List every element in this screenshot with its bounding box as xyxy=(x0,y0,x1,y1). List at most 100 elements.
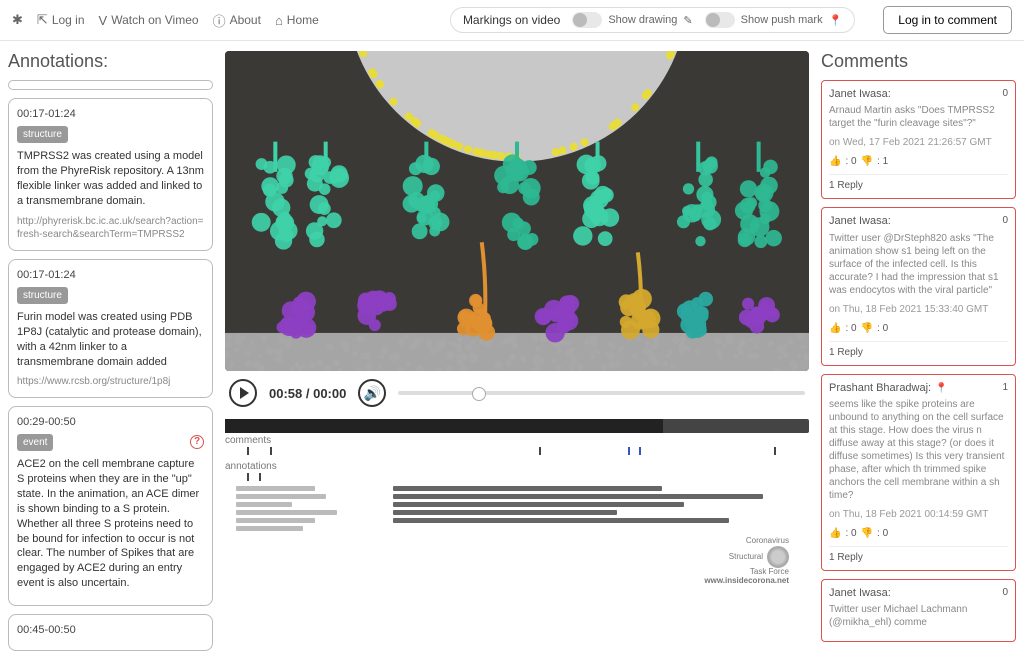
comment-count: 0 xyxy=(1002,586,1008,599)
menu-icon[interactable]: ✱ xyxy=(12,12,23,28)
annotation-link[interactable]: https://www.rcsb.org/structure/1p8j xyxy=(17,375,204,389)
comment-card[interactable]: Prashant Bharadwaj:📍1seems like the spik… xyxy=(821,374,1016,571)
comment-card[interactable]: Janet Iwasa:0Twitter user @DrSteph820 as… xyxy=(821,207,1016,365)
markings-label: Markings on video xyxy=(463,13,560,27)
video-controls: 00:58 / 00:00 🔊 xyxy=(225,371,809,415)
comment-card[interactable]: Janet Iwasa:0 Twitter user Michael Lachma… xyxy=(821,579,1016,642)
help-icon[interactable]: ? xyxy=(190,435,204,449)
vimeo-icon: V xyxy=(99,13,108,28)
vimeo-label: Watch on Vimeo xyxy=(111,13,198,27)
volume-button[interactable]: 🔊 xyxy=(358,379,386,407)
timeline-tick[interactable] xyxy=(539,447,541,455)
annotation-segments xyxy=(225,486,785,531)
comments-panel: Comments Janet Iwasa:0Arnaud Martin asks… xyxy=(821,51,1016,659)
comment-card[interactable]: Janet Iwasa:0 Arnaud Martin asks "Does TM… xyxy=(821,80,1016,199)
reply-link[interactable]: 1 Reply xyxy=(829,174,1008,192)
home-label: Home xyxy=(287,13,319,27)
login-link[interactable]: ⇱ Log in xyxy=(37,12,85,28)
annotation-text: ACE2 on the cell membrane capture S prot… xyxy=(17,457,204,591)
video-scene xyxy=(225,51,809,371)
video-player[interactable]: Hover over video to interact xyxy=(225,51,809,371)
comments-title: Comments xyxy=(821,51,1016,72)
pushmark-toggle-label: Show push mark xyxy=(741,14,823,26)
annotation-text: TMPRSS2 was created using a model from t… xyxy=(17,149,204,208)
annotation-text: Furin model was created using PDB 1P8J (… xyxy=(17,310,204,369)
annotation-card[interactable]: 00:29-00:50event?ACE2 on the cell membra… xyxy=(8,406,213,606)
video-panel: Hover over video to interact 00:58 / 00:… xyxy=(225,51,809,659)
timeline-tick[interactable] xyxy=(247,473,249,481)
thumbs-up-icon[interactable]: 👍 xyxy=(829,155,841,168)
annotations-panel: Annotations: 00:17-01:24structureTMPRSS2… xyxy=(8,51,213,659)
timeline-tick[interactable] xyxy=(247,447,249,455)
thumbs-up-icon[interactable]: 👍 xyxy=(829,527,841,540)
annotation-time: 00:45-00:50 xyxy=(17,623,204,638)
timeline-tick[interactable] xyxy=(259,473,261,481)
markings-panel: Markings on video Show drawing ✎ Show pu… xyxy=(450,7,855,33)
main: Annotations: 00:17-01:24structureTMPRSS2… xyxy=(0,41,1024,669)
timeline-labels: comments annotations xyxy=(225,435,809,531)
comment-count: 0 xyxy=(1002,87,1008,100)
comment-ticks xyxy=(225,447,785,457)
vote-row: 👍: 0 👎: 1 xyxy=(829,155,1008,168)
home-link[interactable]: ⌂ Home xyxy=(275,13,319,28)
thumbs-down-icon[interactable]: 👎 xyxy=(861,322,873,335)
topbar-left: ✱ ⇱ Log in VWatch on Vimeo ⓘ About ⌂ Home xyxy=(12,11,319,30)
annotations-track-label: annotations xyxy=(225,461,785,472)
drawing-toggle-label: Show drawing xyxy=(608,14,677,26)
comment-date: on Thu, 18 Feb 2021 00:14:59 GMT xyxy=(829,508,1008,521)
comment-author: Janet Iwasa: xyxy=(829,586,1008,600)
timeline-progress xyxy=(225,419,663,433)
login-icon: ⇱ xyxy=(37,12,48,28)
thumbs-down-icon[interactable]: 👎 xyxy=(861,155,873,168)
comment-body: seems like the spike proteins are unboun… xyxy=(829,398,1008,502)
comment-body: Twitter user @DrSteph820 asks "The anima… xyxy=(829,232,1008,297)
home-icon: ⌂ xyxy=(275,13,283,28)
annotation-card[interactable]: 00:45-00:50 xyxy=(8,614,213,651)
thumbs-down-icon[interactable]: 👎 xyxy=(861,527,873,540)
comment-body: Arnaud Martin asks "Does TMPRSS2 target … xyxy=(829,104,1008,130)
pin-icon: 📍 xyxy=(829,14,843,27)
annotation-card[interactable]: 00:17-01:24structureTMPRSS2 was created … xyxy=(8,98,213,251)
thumbs-up-icon[interactable]: 👍 xyxy=(829,322,841,335)
timeline-tick[interactable] xyxy=(774,447,776,455)
footer-url: www.insidecorona.net xyxy=(704,576,789,585)
vote-row: 👍: 0 👎: 0 xyxy=(829,527,1008,540)
annotation-tag: structure xyxy=(17,287,68,305)
reply-link[interactable]: 1 Reply xyxy=(829,546,1008,564)
comment-date: on Thu, 18 Feb 2021 15:33:40 GMT xyxy=(829,303,1008,316)
login-comment-button[interactable]: Log in to comment xyxy=(883,6,1012,34)
topbar-right: Log in to comment xyxy=(883,6,1012,34)
timeline-tick[interactable] xyxy=(270,447,272,455)
vimeo-link[interactable]: VWatch on Vimeo xyxy=(99,13,199,28)
comment-author: Prashant Bharadwaj:📍 xyxy=(829,381,1008,395)
about-label: About xyxy=(230,13,261,27)
info-icon: ⓘ xyxy=(213,11,226,30)
timeline-tick[interactable] xyxy=(639,447,641,455)
comment-count: 0 xyxy=(1002,214,1008,227)
comments-track-label: comments xyxy=(225,435,785,446)
login-label: Log in xyxy=(52,13,85,27)
topbar: ✱ ⇱ Log in VWatch on Vimeo ⓘ About ⌂ Home M… xyxy=(0,0,1024,41)
volume-slider[interactable] xyxy=(398,391,805,395)
annotation-time: 00:17-01:24 xyxy=(17,107,204,122)
about-link[interactable]: ⓘ About xyxy=(213,11,261,30)
reply-link[interactable]: 1 Reply xyxy=(829,341,1008,359)
comment-author: Janet Iwasa: xyxy=(829,87,1008,101)
comment-body: Twitter user Michael Lachmann (@mikha_eh… xyxy=(829,603,1008,629)
annotation-tag: event xyxy=(17,434,53,452)
time-display: 00:58 / 00:00 xyxy=(269,386,346,401)
annotation-link[interactable]: http://phyrerisk.bc.ic.ac.uk/search?acti… xyxy=(17,215,204,242)
timeline-scrubber[interactable] xyxy=(225,419,809,433)
annotation-card[interactable]: 00:17-01:24structureFurin model was crea… xyxy=(8,259,213,398)
timeline-tick[interactable] xyxy=(628,447,630,455)
drawing-toggle[interactable] xyxy=(572,12,602,28)
vote-row: 👍: 0 👎: 0 xyxy=(829,322,1008,335)
play-button[interactable] xyxy=(229,379,257,407)
annotations-title: Annotations: xyxy=(8,51,213,72)
annotation-card[interactable] xyxy=(8,80,213,90)
comment-date: on Wed, 17 Feb 2021 21:26:57 GMT xyxy=(829,136,1008,149)
pushmark-toggle[interactable] xyxy=(705,12,735,28)
drawing-toggle-group: Show drawing ✎ xyxy=(572,12,692,28)
play-icon xyxy=(240,387,249,399)
pencil-icon: ✎ xyxy=(683,14,692,27)
